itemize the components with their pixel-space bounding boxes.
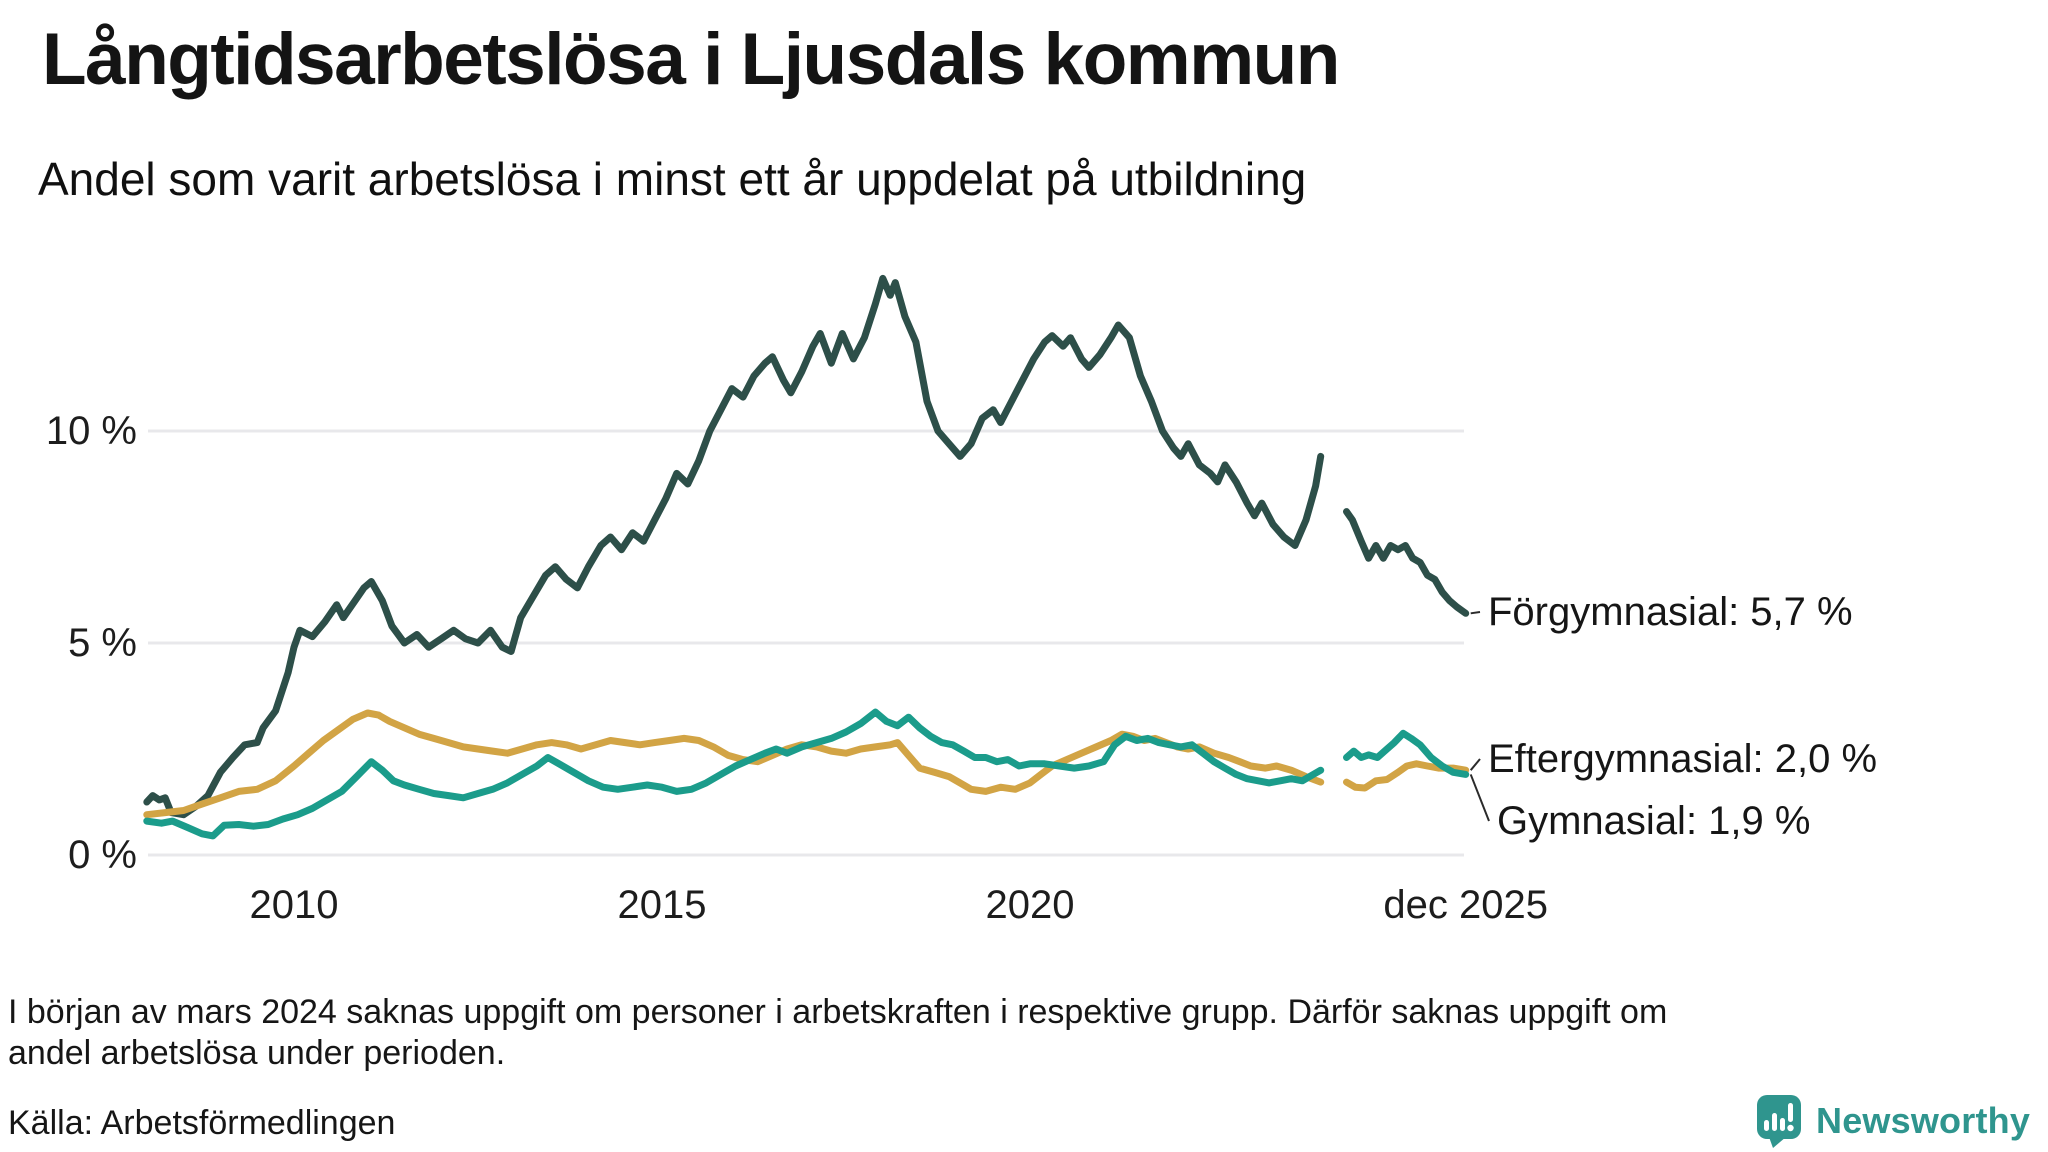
label-connector-lines	[1469, 611, 1490, 822]
label-connector	[1469, 758, 1481, 771]
page-title: Långtidsarbetslösa i Ljusdals kommun	[42, 19, 1340, 100]
series-line-gymnasial	[143, 708, 1325, 840]
label-connector	[1470, 611, 1481, 615]
series-line-förgymnasial	[1343, 508, 1470, 617]
source-line: Källa: Arbetsförmedlingen	[8, 1104, 396, 1142]
y-tick-label: 10 %	[45, 409, 137, 453]
series-end-label-gymnasial: Gymnasial: 1,9 %	[1497, 799, 1811, 843]
series-line-gymnasial	[1343, 729, 1470, 778]
x-tick-label: 2020	[985, 883, 1075, 927]
y-tick-label: 5 %	[68, 621, 137, 665]
series-line-förgymnasial	[143, 274, 1325, 819]
page-subtitle: Andel som varit arbetslösa i minst ett å…	[38, 153, 1307, 205]
footnote: I början av mars 2024 saknas uppgift om …	[8, 992, 1667, 1074]
footnote-line-1: I början av mars 2024 saknas uppgift om …	[8, 993, 1668, 1031]
label-connector	[1469, 774, 1490, 822]
series-end-label-förgymnasial: Förgymnasial: 5,7 %	[1488, 590, 1853, 634]
newsworthy-wordmark: Newsworthy	[1816, 1100, 2031, 1141]
gridlines	[148, 429, 1464, 857]
y-tick-label: 0 %	[68, 833, 137, 877]
footnote-line-2: andel arbetslösa under perioden.	[8, 1034, 506, 1072]
speech-bubble-chart-icon	[1757, 1095, 1801, 1148]
newsworthy-logo: Newsworthy	[1756, 1094, 2030, 1148]
series-lines	[143, 274, 1470, 840]
x-tick-label: 2010	[249, 883, 339, 927]
series-end-label-eftergymnasial: Eftergymnasial: 2,0 %	[1488, 737, 1878, 781]
x-tick-label: 2015	[617, 883, 707, 927]
x-tick-label: dec 2025	[1383, 883, 1548, 927]
